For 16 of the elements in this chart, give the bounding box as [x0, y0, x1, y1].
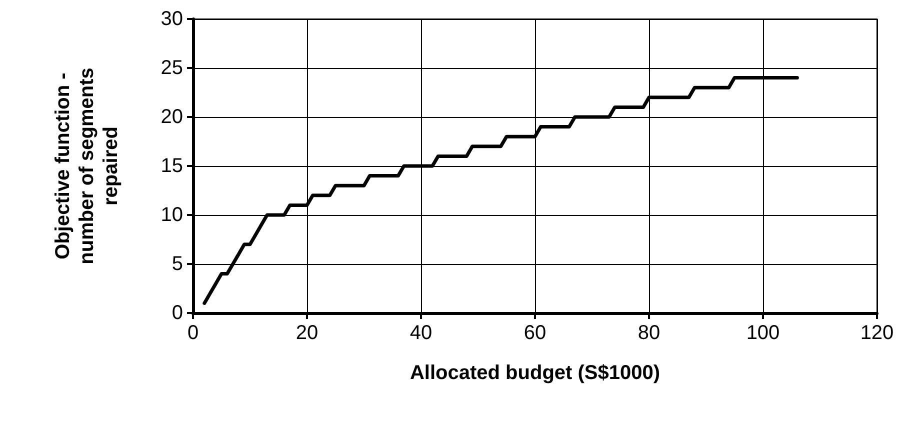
y-tick-label: 0 — [172, 302, 183, 324]
x-tick-label: 120 — [860, 322, 894, 344]
y-tick-label: 5 — [172, 253, 183, 275]
x-tick-label: 60 — [524, 322, 546, 344]
x-tick-label: 40 — [410, 322, 432, 344]
y-tick-label: 30 — [160, 8, 183, 30]
x-tick-label: 100 — [746, 322, 780, 344]
y-tick-label: 25 — [160, 57, 183, 79]
y-tick-label: 20 — [160, 106, 183, 128]
x-tick-label: 0 — [187, 322, 199, 344]
x-axis-title: Allocated budget (S$1000) — [410, 362, 660, 384]
y-axis-title: Objective function - number of segments repaired — [52, 68, 122, 264]
y-tick-label: 15 — [160, 155, 183, 177]
x-tick-label: 80 — [638, 322, 660, 344]
y-tick-label: 10 — [160, 204, 183, 226]
x-tick-label: 20 — [296, 322, 318, 344]
